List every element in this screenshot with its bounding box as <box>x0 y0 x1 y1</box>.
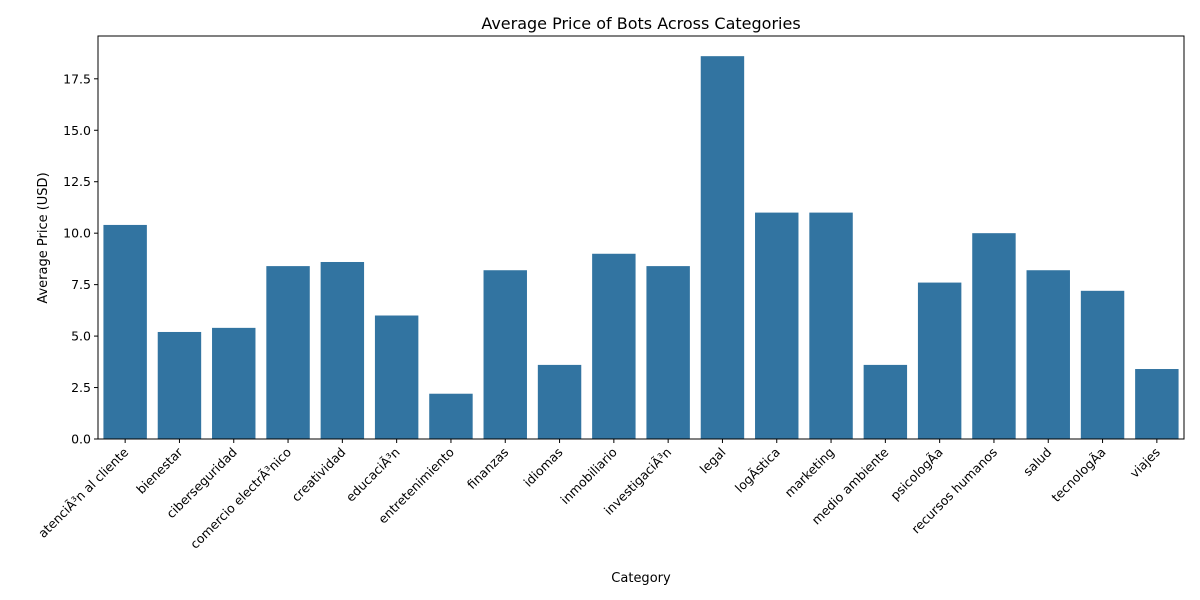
y-tick-label: 2.5 <box>71 380 91 395</box>
y-tick-label: 15.0 <box>63 123 91 138</box>
x-tick-label: finanzas <box>464 445 511 492</box>
x-tick-label: logÃ­stica <box>732 445 783 496</box>
y-tick-label: 0.0 <box>71 432 91 447</box>
x-tick-label: idiomas <box>520 445 565 490</box>
bar <box>700 56 745 440</box>
x-axis-label: Category <box>611 571 671 586</box>
plot-area: 0.0 2.5 5.0 7.5 10.0 12.5 15.0 17.5 atenciÃ³n al… <box>35 35 1185 552</box>
chart-title: Average Price of Bots Across Categories <box>481 14 800 33</box>
bar <box>157 331 202 439</box>
bar <box>103 224 147 439</box>
bar <box>755 212 799 439</box>
bar <box>917 282 962 439</box>
bar <box>646 266 690 439</box>
x-tick-label: bienestar <box>133 444 186 497</box>
bar <box>483 270 527 439</box>
bar <box>320 261 365 439</box>
bar <box>537 364 582 439</box>
x-tick-label: salud <box>1020 445 1054 479</box>
x-tick-label: comercio electrÃ³nico <box>187 445 294 552</box>
bar <box>1026 270 1070 439</box>
bar <box>1080 290 1125 439</box>
y-tick-label: 17.5 <box>63 71 91 86</box>
bar <box>212 327 256 439</box>
bar <box>374 315 419 439</box>
y-tick-label: 7.5 <box>71 277 91 292</box>
bar <box>592 253 636 439</box>
plot-frame <box>97 35 1185 440</box>
y-axis-label: Average Price (USD) <box>36 172 51 303</box>
bar <box>972 233 1016 439</box>
bar <box>809 212 853 439</box>
x-tick-label: marketing <box>782 445 838 501</box>
x-tick-label: atenciÃ³n al cliente <box>35 444 131 540</box>
x-tick-label: educaciÃ³n <box>343 445 403 505</box>
y-tick-label: 12.5 <box>63 174 91 189</box>
bar <box>266 266 310 439</box>
bar <box>863 364 908 439</box>
y-tick-label: 5.0 <box>71 329 91 344</box>
x-tick-label: viajes <box>1127 445 1163 481</box>
x-tick-label: tecnologÃ­a <box>1048 445 1108 505</box>
bar <box>429 393 473 439</box>
y-tick-label: 10.0 <box>63 226 91 241</box>
x-tick-label: psicologÃ­a <box>887 445 945 503</box>
x-tick-label: legal <box>697 445 729 477</box>
x-tick-label: creatividad <box>288 445 348 505</box>
bar <box>1135 369 1179 439</box>
